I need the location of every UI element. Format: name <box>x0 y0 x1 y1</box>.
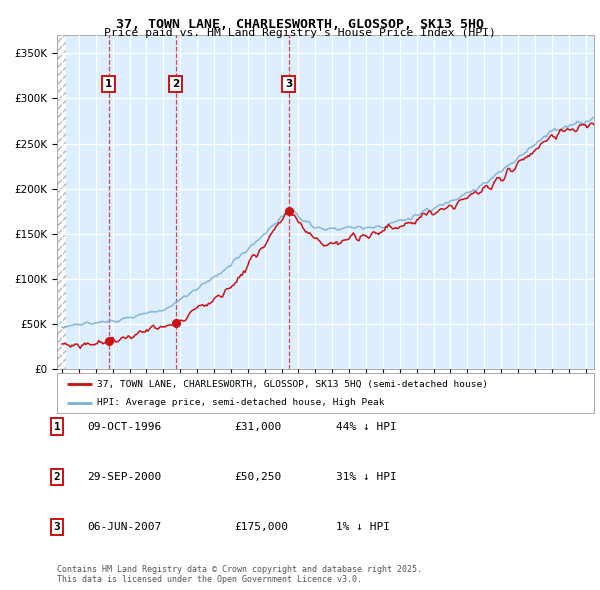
Text: 44% ↓ HPI: 44% ↓ HPI <box>336 422 397 431</box>
Text: Price paid vs. HM Land Registry's House Price Index (HPI): Price paid vs. HM Land Registry's House … <box>104 28 496 38</box>
Text: £50,250: £50,250 <box>234 472 281 481</box>
Text: 06-JUN-2007: 06-JUN-2007 <box>87 522 161 532</box>
Text: 37, TOWN LANE, CHARLESWORTH, GLOSSOP, SK13 5HQ: 37, TOWN LANE, CHARLESWORTH, GLOSSOP, SK… <box>116 18 484 31</box>
Text: 3: 3 <box>53 522 61 532</box>
Text: 29-SEP-2000: 29-SEP-2000 <box>87 472 161 481</box>
Text: 31% ↓ HPI: 31% ↓ HPI <box>336 472 397 481</box>
Text: 2: 2 <box>172 78 179 88</box>
Text: 2: 2 <box>53 472 61 481</box>
Text: £31,000: £31,000 <box>234 422 281 431</box>
Text: 1% ↓ HPI: 1% ↓ HPI <box>336 522 390 532</box>
Text: HPI: Average price, semi-detached house, High Peak: HPI: Average price, semi-detached house,… <box>97 398 385 408</box>
Text: 1: 1 <box>105 78 112 88</box>
Text: 1: 1 <box>53 422 61 431</box>
Text: 3: 3 <box>285 78 292 88</box>
Text: 09-OCT-1996: 09-OCT-1996 <box>87 422 161 431</box>
Text: 37, TOWN LANE, CHARLESWORTH, GLOSSOP, SK13 5HQ (semi-detached house): 37, TOWN LANE, CHARLESWORTH, GLOSSOP, SK… <box>97 379 488 389</box>
Text: Contains HM Land Registry data © Crown copyright and database right 2025.
This d: Contains HM Land Registry data © Crown c… <box>57 565 422 584</box>
Text: £175,000: £175,000 <box>234 522 288 532</box>
